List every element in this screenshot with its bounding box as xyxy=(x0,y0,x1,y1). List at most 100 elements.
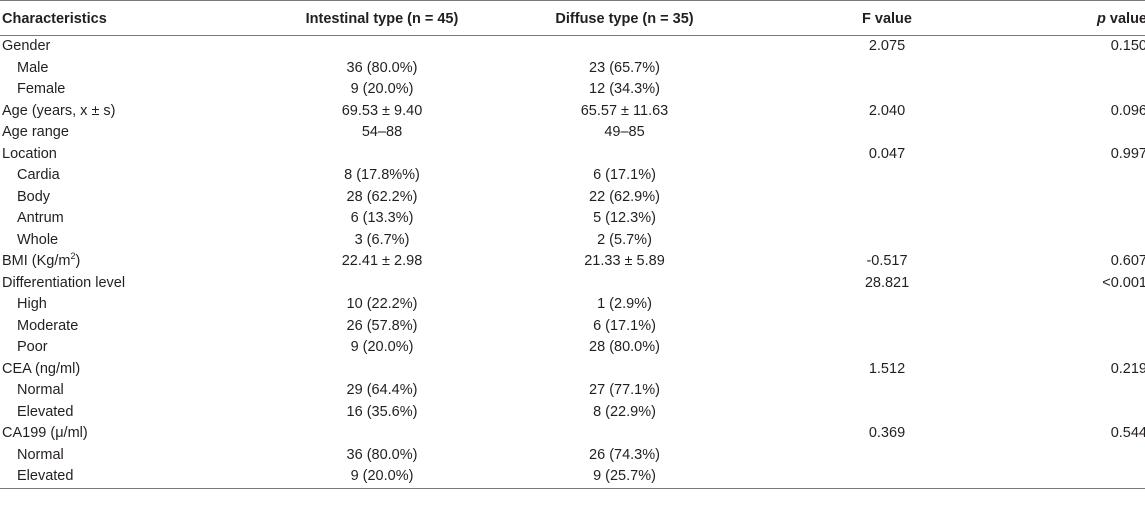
row-label: BMI (Kg/m2) xyxy=(0,251,302,273)
row-label: Elevated xyxy=(0,466,302,489)
row-label: Normal xyxy=(0,445,302,467)
row-label: Age range xyxy=(0,122,302,144)
cell-diffuse: 12 (34.3%) xyxy=(589,81,660,97)
cell-intestinal: 9 (20.0%) xyxy=(350,339,414,355)
table-row: Gender 2.075 0.150 xyxy=(0,36,1145,58)
cell-diffuse xyxy=(462,423,787,445)
cell-diffuse: 9 (25.7%) xyxy=(462,466,787,489)
cell-f-value: 2.075 xyxy=(868,38,906,54)
cell-p-value xyxy=(987,294,1145,316)
table-row: CEA (ng/ml) 1.512 0.219 xyxy=(0,359,1145,381)
cell-intestinal: 28 (62.2%) xyxy=(346,188,418,205)
row-label-text: Female xyxy=(17,81,66,97)
cell-p-value xyxy=(987,402,1145,424)
row-label: CEA (ng/ml) xyxy=(0,359,302,381)
table-row: Male 36 (80.0%) 23 (65.7%) xyxy=(0,58,1145,80)
cell-diffuse: 1 (2.9%) xyxy=(597,296,652,312)
cell-f-value xyxy=(787,58,987,80)
table-row: High 10 (22.2%) 1 (2.9%) xyxy=(0,294,1145,316)
header-p-value: p value xyxy=(987,0,1145,36)
table-row: Age range 54–88 49–85 xyxy=(0,122,1145,144)
table-row: Normal 29 (64.4%) 27 (77.1%) xyxy=(0,380,1145,402)
cell-intestinal: 69.53 ± 9.40 xyxy=(341,102,423,119)
cell-p-value xyxy=(987,187,1145,209)
cell-diffuse: 5 (12.3%) xyxy=(593,210,656,226)
cell-p-value: 0.544 xyxy=(1110,425,1145,441)
cell-p-value xyxy=(987,122,1145,144)
cell-intestinal: 9 (20.0%) xyxy=(302,466,462,489)
cell-diffuse: 21.33 ± 5.89 xyxy=(584,253,665,269)
cell-diffuse: 22 (62.9%) xyxy=(589,188,660,205)
cell-p-value: 0.607 xyxy=(1110,253,1145,269)
cell-intestinal xyxy=(302,423,462,445)
cell-p-value xyxy=(987,165,1145,187)
cell-p-value xyxy=(987,208,1145,230)
cell-f-value xyxy=(787,294,987,316)
table-row: Female 9 (20.0%) 12 (34.3%) xyxy=(0,79,1145,101)
row-label-text: High xyxy=(17,296,47,312)
cell-f-value: 1.512 xyxy=(868,360,906,377)
row-label: Age (years, x ± s) xyxy=(0,101,302,123)
cell-diffuse xyxy=(462,144,787,166)
row-label: Female xyxy=(0,79,302,101)
row-label-superscript: 2 xyxy=(70,251,76,262)
table-row: Normal 36 (80.0%) 26 (74.3%) xyxy=(0,445,1145,467)
row-label: Elevated xyxy=(0,402,302,424)
cell-intestinal xyxy=(302,359,462,381)
cell-diffuse: 23 (65.7%) xyxy=(589,59,660,76)
cell-intestinal xyxy=(302,144,462,166)
cell-p-value: <0.001 xyxy=(1102,274,1145,291)
cell-diffuse: 65.57 ± 11.63 xyxy=(580,102,669,119)
row-label-text: CEA (ng/ml) xyxy=(2,360,81,377)
cell-intestinal: 36 (80.0%) xyxy=(346,446,418,463)
cell-f-value: 0.369 xyxy=(868,425,906,441)
row-label-text: Location xyxy=(2,145,57,162)
row-label-tail: ) xyxy=(75,253,81,269)
cell-p-value xyxy=(987,316,1145,338)
cell-p-value xyxy=(987,58,1145,80)
table-row: Body 28 (62.2%) 22 (62.9%) xyxy=(0,187,1145,209)
table-row: Location 0.047 0.997 xyxy=(0,144,1145,166)
table-row: Antrum 6 (13.3%) 5 (12.3%) xyxy=(0,208,1145,230)
row-label-text: Whole xyxy=(17,231,59,248)
table-row: Elevated 16 (35.6%) 8 (22.9%) xyxy=(0,402,1145,424)
cell-intestinal xyxy=(302,273,462,295)
characteristics-table: Characteristics Intestinal type (n = 45)… xyxy=(0,0,1145,489)
header-diffuse-type: Diffuse type (n = 35) xyxy=(462,0,787,36)
cell-p-value: 0.096 xyxy=(1110,102,1145,119)
row-label: Body xyxy=(0,187,302,209)
cell-p-value: 0.150 xyxy=(1110,38,1145,54)
row-label: Whole xyxy=(0,230,302,252)
row-label-text: Differentiation level xyxy=(2,274,126,291)
cell-p-value xyxy=(987,79,1145,101)
cell-p-value: 0.997 xyxy=(1110,145,1145,162)
cell-f-value xyxy=(787,79,987,101)
row-label-text: Elevated xyxy=(17,468,74,484)
cell-diffuse: 2 (5.7%) xyxy=(597,231,652,248)
cell-f-value xyxy=(787,165,987,187)
cell-diffuse: 49–85 xyxy=(604,124,645,140)
cell-f-value xyxy=(787,402,987,424)
table-row: Differentiation level 28.821 <0.001 xyxy=(0,273,1145,295)
row-label-text: Age (years, x ± s) xyxy=(2,102,116,119)
cell-intestinal: 10 (22.2%) xyxy=(346,296,418,312)
cell-diffuse xyxy=(462,273,787,295)
cell-diffuse: 28 (80.0%) xyxy=(589,339,660,355)
row-label: Antrum xyxy=(0,208,302,230)
cell-intestinal: 9 (20.0%) xyxy=(350,81,414,97)
cell-p-value: 0.219 xyxy=(1110,360,1145,377)
cell-p-value xyxy=(987,230,1145,252)
cell-f-value: -0.517 xyxy=(866,253,908,269)
cell-intestinal: 26 (57.8%) xyxy=(346,317,418,334)
cell-f-value xyxy=(787,122,987,144)
cell-diffuse: 6 (17.1%) xyxy=(593,167,656,183)
row-label-text: Normal xyxy=(17,382,64,398)
cell-intestinal: 8 (17.8%%) xyxy=(344,167,420,183)
table-row: CA199 (μ/ml) 0.369 0.544 xyxy=(0,423,1145,445)
cell-diffuse xyxy=(462,36,787,58)
cell-f-value xyxy=(787,187,987,209)
header-characteristics: Characteristics xyxy=(0,0,302,36)
table-header-row: Characteristics Intestinal type (n = 45)… xyxy=(0,0,1145,36)
row-label-text: Elevated xyxy=(17,403,74,420)
cell-f-value: 0.047 xyxy=(868,145,906,162)
